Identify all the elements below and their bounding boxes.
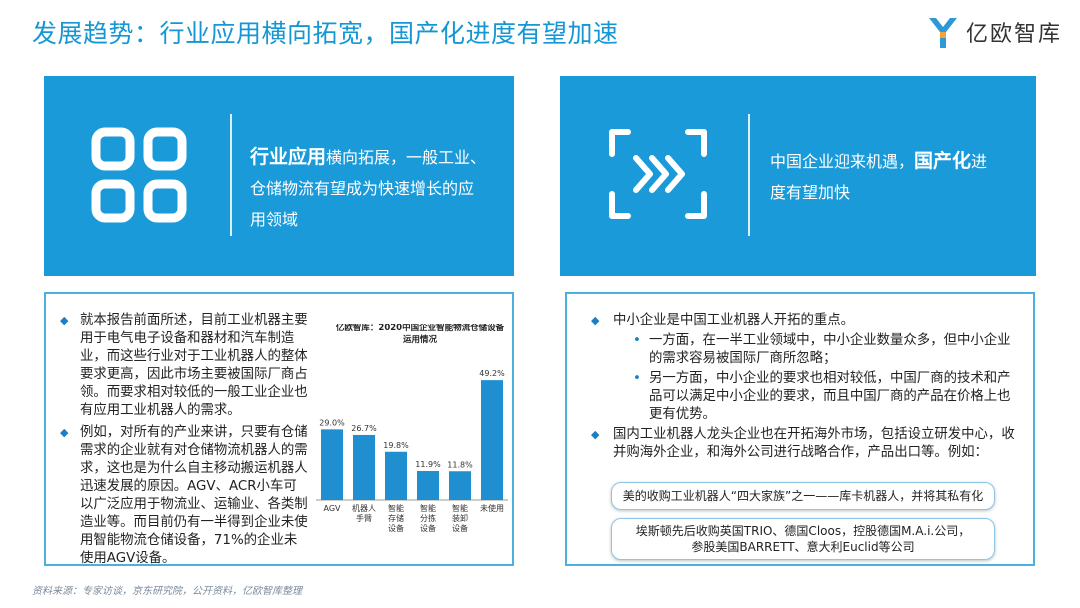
chart-title-line1: 亿欧智库：2020中国企业智能物流仓储设备 [336, 324, 505, 333]
data-label: 49.2% [479, 369, 505, 378]
x-tick-label: AGV [323, 504, 341, 513]
banner-line2: 仓储物流有望成为快速增长的应 [250, 179, 475, 198]
diamond-bullet-icon: ◆ [60, 426, 69, 439]
banner-divider [748, 114, 750, 236]
x-tick-label: 未使用 [480, 503, 504, 513]
banner-text: 中国企业迎来机遇，国产化进 度有望加快 [770, 146, 1020, 208]
x-tick-label: 设备 [420, 523, 436, 533]
x-tick-label: 智能 [452, 503, 468, 513]
bar [321, 429, 343, 500]
x-tick-label: 装卸 [452, 513, 468, 523]
data-label: 29.0% [319, 418, 345, 427]
banner-line1: 横向拓展，一般工业、 [326, 148, 487, 167]
bullet-text: 就本报告前面所述，目前工业机器主要用于电气电子设备和器材和汽车制造业，而这些行业… [80, 313, 308, 418]
logo-text: 亿欧智库 [965, 22, 1062, 47]
list-item: ◆ 就本报告前面所述，目前工业机器主要用于电气电子设备和器材和汽车制造业，而这些… [60, 312, 310, 420]
banner-strong: 行业应用 [250, 146, 327, 168]
diamond-bullet-icon: ◆ [60, 314, 69, 327]
chart-title-line2: 运用情况 [403, 334, 438, 345]
bar [481, 380, 503, 500]
bullet-text: 例如，对所有的产业来讲，只要有仓储需求的企业就有对仓储物流机器人的需求，这也是为… [80, 425, 308, 566]
left-content-panel: ◆ 就本报告前面所述，目前工业机器主要用于电气电子设备和器材和汽车制造业，而这些… [44, 292, 514, 566]
example-box-estun: 埃斯顿先后收购英国TRIO、德国Cloos，控股德国M.A.i.公司， 参股美国… [611, 518, 995, 560]
x-tick-label: 机器人 [352, 503, 376, 513]
sub-bullet-text: 一方面，在一半工业领域中，中小企业数量众多，但中小企业的需求容易被国际厂商所忽略… [649, 333, 1011, 366]
banner-line1-post: 进 [971, 152, 988, 171]
sub-bullet-text: 另一方面，中小企业的要求也相对较低，中国厂商的技术和产品可以满足中小企业的要求，… [649, 371, 1011, 422]
diamond-bullet-icon: ◆ [591, 428, 600, 441]
bar [385, 451, 407, 500]
forward-chevrons-icon [609, 129, 707, 219]
brand-logo: 亿欧智库 [926, 12, 1062, 52]
bar [417, 471, 439, 500]
x-tick-label: 手臂 [356, 513, 372, 523]
left-bullet-list: ◆ 就本报告前面所述，目前工业机器主要用于电气电子设备和器材和汽车制造业，而这些… [60, 312, 310, 572]
app-grid-icon [91, 127, 187, 223]
x-tick-label: 智能 [388, 503, 404, 513]
list-item: ◆ 中小企业是中国工业机器人开拓的重点。 [591, 312, 1021, 330]
logo-mark-icon [928, 18, 957, 48]
example-text: 美的收购工业机器人“四大家族”之一——库卡机器人，并将其私有化 [622, 489, 984, 503]
data-label: 11.9% [415, 460, 441, 469]
dot-bullet-icon: • [633, 333, 641, 348]
banner-line1-pre: 中国企业迎来机遇， [770, 152, 915, 171]
sub-list-item: • 一方面，在一半工业领域中，中小企业数量众多，但中小企业的需求容易被国际厂商所… [591, 332, 1021, 368]
banner-line3: 用领域 [250, 210, 299, 229]
banner-line2: 度有望加快 [770, 183, 851, 202]
banner-strong: 国产化 [914, 150, 972, 172]
bullet-text: 国内工业机器人龙头企业也在开拓海外市场，包括设立研发中心，收并购海外企业，和海外… [613, 427, 1015, 460]
industry-application-banner: 行业应用横向拓展，一般工业、 仓储物流有望成为快速增长的应 用领域 [44, 76, 514, 276]
localization-banner: 中国企业迎来机遇，国产化进 度有望加快 [560, 76, 1036, 276]
diamond-bullet-icon: ◆ [591, 314, 600, 327]
data-label: 11.8% [447, 460, 473, 469]
list-item: ◆ 国内工业机器人龙头企业也在开拓海外市场，包括设立研发中心，收并购海外企业，和… [591, 426, 1021, 462]
x-tick-label: 设备 [452, 523, 468, 533]
banner-text: 行业应用横向拓展，一般工业、 仓储物流有望成为快速增长的应 用领域 [250, 142, 500, 235]
data-label: 19.8% [383, 441, 409, 450]
source-note: 资料来源：专家访谈，京东研究院，公开资料，亿欧智库整理 [32, 586, 302, 597]
x-tick-label: 设备 [388, 523, 404, 533]
right-bullet-list: ◆ 中小企业是中国工业机器人开拓的重点。 • 一方面，在一半工业领域中，中小企业… [591, 312, 1021, 464]
list-item: ◆ 例如，对所有的产业来讲，只要有仓储需求的企业就有对仓储物流机器人的需求，这也… [60, 424, 310, 568]
x-tick-label: 分拣 [420, 513, 436, 523]
page-title: 发展趋势：行业应用横向拓宽，国产化进度有望加速 [32, 19, 619, 48]
example-text-line1: 埃斯顿先后收购英国TRIO、德国Cloos，控股德国M.A.i.公司， [635, 524, 971, 538]
dot-bullet-icon: • [633, 371, 641, 386]
data-label: 26.7% [351, 424, 377, 433]
x-tick-label: 存储 [388, 513, 404, 523]
bar [353, 434, 375, 500]
sub-list-item: • 另一方面，中小企业的要求也相对较低，中国厂商的技术和产品可以满足中小企业的要… [591, 370, 1021, 424]
example-box-midea: 美的收购工业机器人“四大家族”之一——库卡机器人，并将其私有化 [611, 482, 995, 510]
banner-divider [230, 114, 232, 236]
right-content-panel: ◆ 中小企业是中国工业机器人开拓的重点。 • 一方面，在一半工业领域中，中小企业… [565, 292, 1035, 566]
bullet-text: 中小企业是中国工业机器人开拓的重点。 [613, 313, 855, 328]
example-text-line2: 参股美国BARRETT、意大利Euclid等公司 [691, 540, 915, 554]
bar [449, 471, 471, 500]
x-tick-label: 智能 [420, 503, 436, 513]
